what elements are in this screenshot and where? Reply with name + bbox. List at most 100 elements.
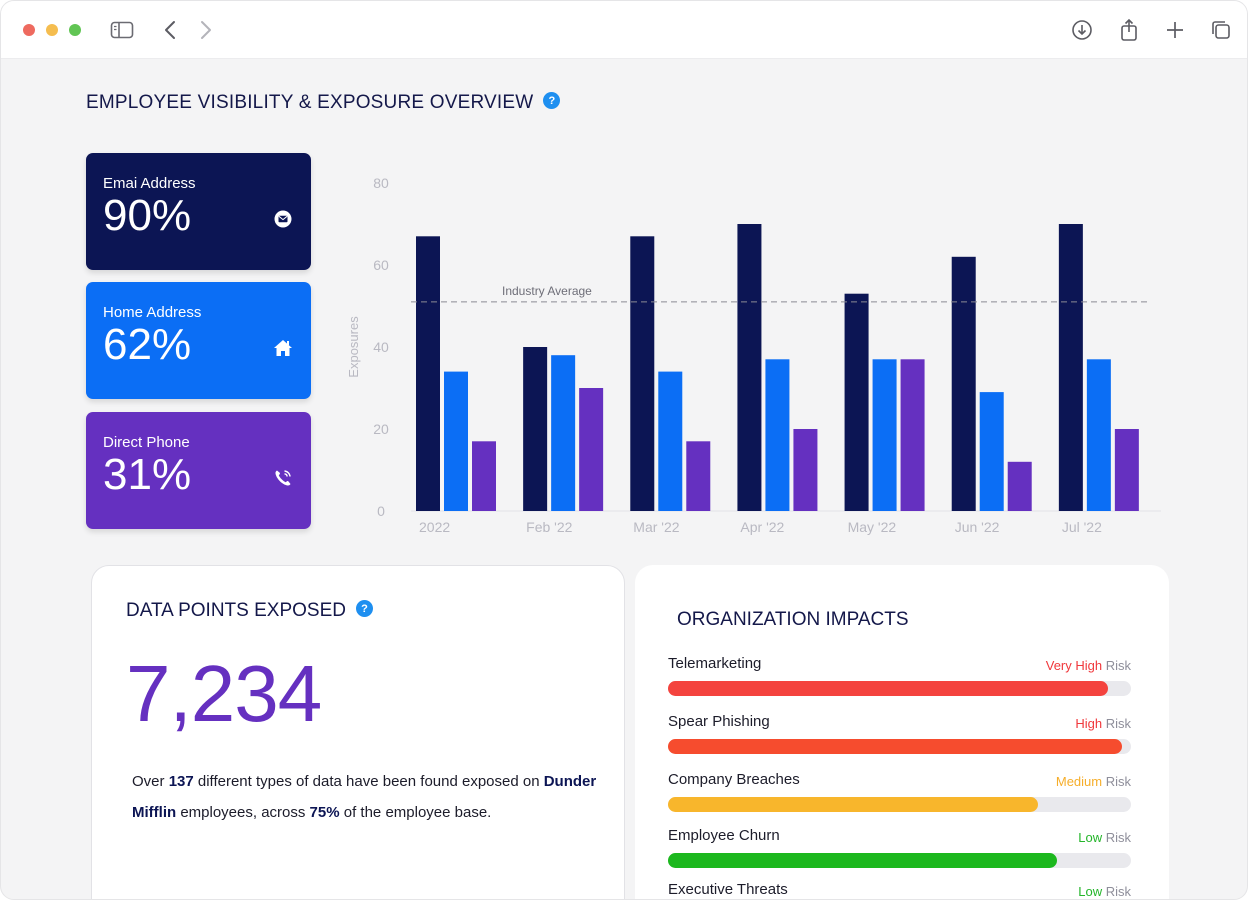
coverage-percent: 75% — [309, 804, 340, 821]
help-icon[interactable]: ? — [355, 600, 373, 618]
minimize-window-button[interactable] — [46, 24, 58, 36]
risk-level: Medium — [1055, 774, 1103, 789]
bar[interactable] — [737, 224, 762, 511]
risk-progress-fill — [668, 853, 1057, 868]
risk-level: Very High — [1045, 658, 1103, 673]
risk-suffix: Risk — [1102, 774, 1131, 789]
risk-badge: Medium Risk — [1056, 774, 1131, 789]
help-icon[interactable]: ? — [543, 92, 561, 110]
risk-badge: Very High Risk — [1046, 658, 1131, 673]
y-axis-label: Exposures — [346, 316, 361, 378]
maximize-window-button[interactable] — [69, 24, 81, 36]
stat-label: Emai Address — [103, 175, 196, 192]
new-tab-icon[interactable] — [1162, 17, 1188, 43]
organization-impacts-panel: ORGANIZATION IMPACTS Telemarketing Very H… — [635, 565, 1169, 899]
mail-icon — [273, 209, 293, 229]
share-icon[interactable] — [1116, 17, 1142, 43]
bar[interactable] — [979, 392, 1004, 511]
risk-level: High — [1075, 716, 1103, 731]
risk-badge: Low Risk — [1078, 884, 1131, 899]
y-tick-label: 0 — [377, 503, 385, 519]
bar[interactable] — [900, 359, 925, 511]
data-points-panel: DATA POINTS EXPOSED? 7,234 Over 137 diff… — [91, 565, 625, 899]
stat-card-email: Emai Address 90% — [86, 153, 311, 270]
risk-suffix: Risk — [1102, 658, 1131, 673]
page-title: EMPLOYEE VISIBILITY & EXPOSURE OVERVIEW? — [86, 92, 561, 114]
risk-progress-fill — [668, 681, 1108, 696]
download-icon[interactable] — [1069, 17, 1095, 43]
y-tick-label: 20 — [373, 421, 389, 437]
forward-icon[interactable] — [193, 17, 219, 43]
bar[interactable] — [1058, 224, 1083, 511]
stat-label: Home Address — [103, 304, 202, 321]
stat-card-phone: Direct Phone 31% — [86, 412, 311, 529]
x-tick-label: 2022 — [419, 519, 450, 535]
risk-suffix: Risk — [1102, 716, 1131, 731]
bar[interactable] — [416, 236, 440, 512]
bar[interactable] — [551, 355, 576, 511]
organization-impacts-title: ORGANIZATION IMPACTS — [677, 609, 909, 630]
impact-name: Spear Phishing — [668, 713, 770, 730]
impact-name: Executive Threats — [668, 881, 788, 898]
x-tick-label: Jul '22 — [1062, 519, 1102, 535]
stat-value: 62% — [103, 320, 192, 369]
x-tick-label: May '22 — [848, 519, 897, 535]
impact-name: Employee Churn — [668, 827, 780, 844]
bar[interactable] — [630, 236, 655, 512]
risk-suffix: Risk — [1102, 830, 1131, 845]
tabs-overview-icon[interactable] — [1208, 17, 1234, 43]
risk-progress-bar — [668, 739, 1131, 754]
risk-level: Low — [1078, 830, 1103, 845]
bar[interactable] — [472, 441, 496, 511]
bar[interactable] — [444, 371, 468, 511]
risk-badge: High Risk — [1075, 716, 1131, 731]
risk-progress-fill — [668, 797, 1039, 812]
data-points-title-text: DATA POINTS EXPOSED — [126, 600, 346, 621]
impact-name: Company Breaches — [668, 771, 800, 788]
exposure-bar-chart: 0 20 40 60 80 Exposures 2022 Feb '22 Mar '22 Apr … — [346, 175, 1161, 535]
description-text: Over — [132, 773, 169, 790]
risk-badge: Low Risk — [1078, 830, 1131, 845]
risk-level: Low — [1078, 884, 1103, 899]
bar[interactable] — [951, 256, 976, 511]
bar[interactable] — [579, 388, 604, 511]
x-tick-label: Mar '22 — [633, 519, 679, 535]
description-text: different types of data have been found … — [193, 773, 544, 790]
back-icon[interactable] — [157, 17, 183, 43]
impact-name: Telemarketing — [668, 655, 762, 672]
x-tick-label: Jun '22 — [955, 519, 1000, 535]
data-points-count: 7,234 — [126, 649, 322, 738]
bar[interactable] — [686, 441, 711, 511]
bar[interactable] — [872, 359, 897, 511]
stat-value: 90% — [103, 191, 192, 240]
bar[interactable] — [523, 347, 548, 511]
industry-average-label: Industry Average — [502, 284, 592, 298]
x-tick-label: Apr '22 — [740, 519, 784, 535]
title-bar — [1, 1, 1247, 59]
bar[interactable] — [1086, 359, 1111, 511]
bar[interactable] — [1007, 461, 1032, 511]
risk-progress-bar — [668, 853, 1131, 868]
bar[interactable] — [844, 293, 869, 511]
bar[interactable] — [793, 429, 818, 511]
stat-card-home: Home Address 62% — [86, 282, 311, 399]
y-tick-label: 80 — [373, 175, 389, 191]
bar[interactable] — [658, 371, 683, 511]
close-window-button[interactable] — [23, 24, 35, 36]
description-text: employees, across — [176, 804, 310, 821]
risk-suffix: Risk — [1102, 884, 1131, 899]
stat-value: 31% — [103, 450, 192, 499]
phone-icon — [273, 468, 293, 488]
types-count: 137 — [168, 773, 194, 790]
y-tick-label: 60 — [373, 257, 389, 273]
bar[interactable] — [1114, 429, 1139, 511]
sidebar-icon[interactable] — [109, 17, 135, 43]
bar[interactable] — [765, 359, 790, 511]
description-text: of the employee base. — [339, 804, 492, 821]
risk-progress-fill — [668, 739, 1122, 754]
data-points-title: DATA POINTS EXPOSED? — [126, 600, 373, 622]
risk-progress-bar — [668, 681, 1131, 696]
company-name: Dunder Mifflin — [132, 773, 597, 821]
home-icon — [273, 338, 293, 358]
